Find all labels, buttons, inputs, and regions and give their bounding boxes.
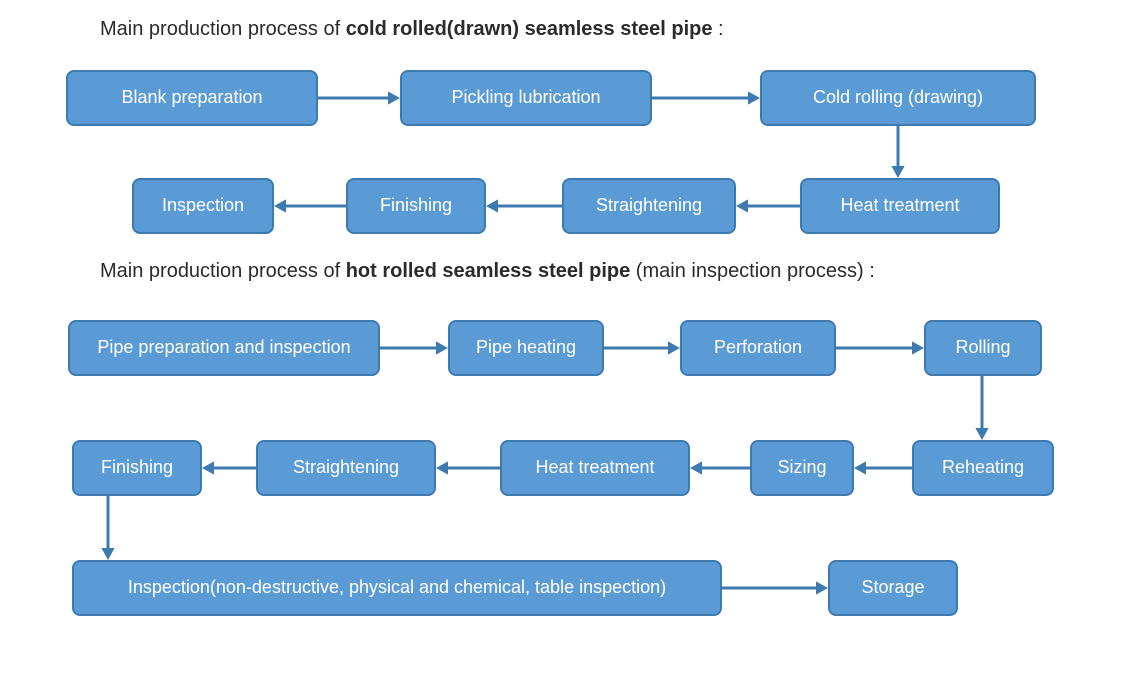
node-c7: Inspection xyxy=(132,178,274,234)
node-label: Cold rolling (drawing) xyxy=(813,87,983,109)
node-p7: Heat treatment xyxy=(500,440,690,496)
heading-h2: Main production process of hot rolled se… xyxy=(100,260,875,283)
node-p5: Reheating xyxy=(912,440,1054,496)
node-p3: Perforation xyxy=(680,320,836,376)
node-p1: Pipe preparation and inspection xyxy=(68,320,380,376)
node-p4: Rolling xyxy=(924,320,1042,376)
node-p11: Storage xyxy=(828,560,958,616)
node-label: Rolling xyxy=(955,337,1010,359)
node-label: Heat treatment xyxy=(840,195,959,217)
node-label: Inspection xyxy=(162,195,244,217)
node-label: Perforation xyxy=(714,337,802,359)
node-p10: Inspection(non-destructive, physical and… xyxy=(72,560,722,616)
node-p9: Finishing xyxy=(72,440,202,496)
node-c1: Blank preparation xyxy=(66,70,318,126)
heading-prefix: Main production process of xyxy=(100,18,346,40)
node-label: Pipe preparation and inspection xyxy=(97,337,350,359)
node-p2: Pipe heating xyxy=(448,320,604,376)
node-label: Straightening xyxy=(596,195,702,217)
node-label: Finishing xyxy=(380,195,452,217)
heading-bold: hot rolled seamless steel pipe xyxy=(346,260,631,282)
node-label: Pipe heating xyxy=(476,337,576,359)
node-p6: Sizing xyxy=(750,440,854,496)
node-label: Pickling lubrication xyxy=(451,87,600,109)
heading-h1: Main production process of cold rolled(d… xyxy=(100,18,724,41)
heading-suffix: : xyxy=(712,18,723,40)
node-p8: Straightening xyxy=(256,440,436,496)
arrow-icon xyxy=(820,332,940,364)
arrow-icon xyxy=(302,82,416,114)
node-label: Heat treatment xyxy=(535,457,654,479)
flowchart-canvas: Main production process of cold rolled(d… xyxy=(0,0,1146,696)
node-c6: Finishing xyxy=(346,178,486,234)
node-label: Storage xyxy=(861,577,924,599)
node-label: Sizing xyxy=(777,457,826,479)
heading-suffix: (main inspection process) : xyxy=(630,260,875,282)
node-label: Blank preparation xyxy=(121,87,262,109)
node-label: Straightening xyxy=(293,457,399,479)
node-c2: Pickling lubrication xyxy=(400,70,652,126)
node-label: Inspection(non-destructive, physical and… xyxy=(128,577,666,599)
node-c4: Heat treatment xyxy=(800,178,1000,234)
heading-bold: cold rolled(drawn) seamless steel pipe xyxy=(346,18,713,40)
node-label: Reheating xyxy=(942,457,1024,479)
heading-prefix: Main production process of xyxy=(100,260,346,282)
node-c5: Straightening xyxy=(562,178,736,234)
arrow-icon xyxy=(706,572,844,604)
node-c3: Cold rolling (drawing) xyxy=(760,70,1036,126)
node-label: Finishing xyxy=(101,457,173,479)
arrow-icon xyxy=(636,82,776,114)
